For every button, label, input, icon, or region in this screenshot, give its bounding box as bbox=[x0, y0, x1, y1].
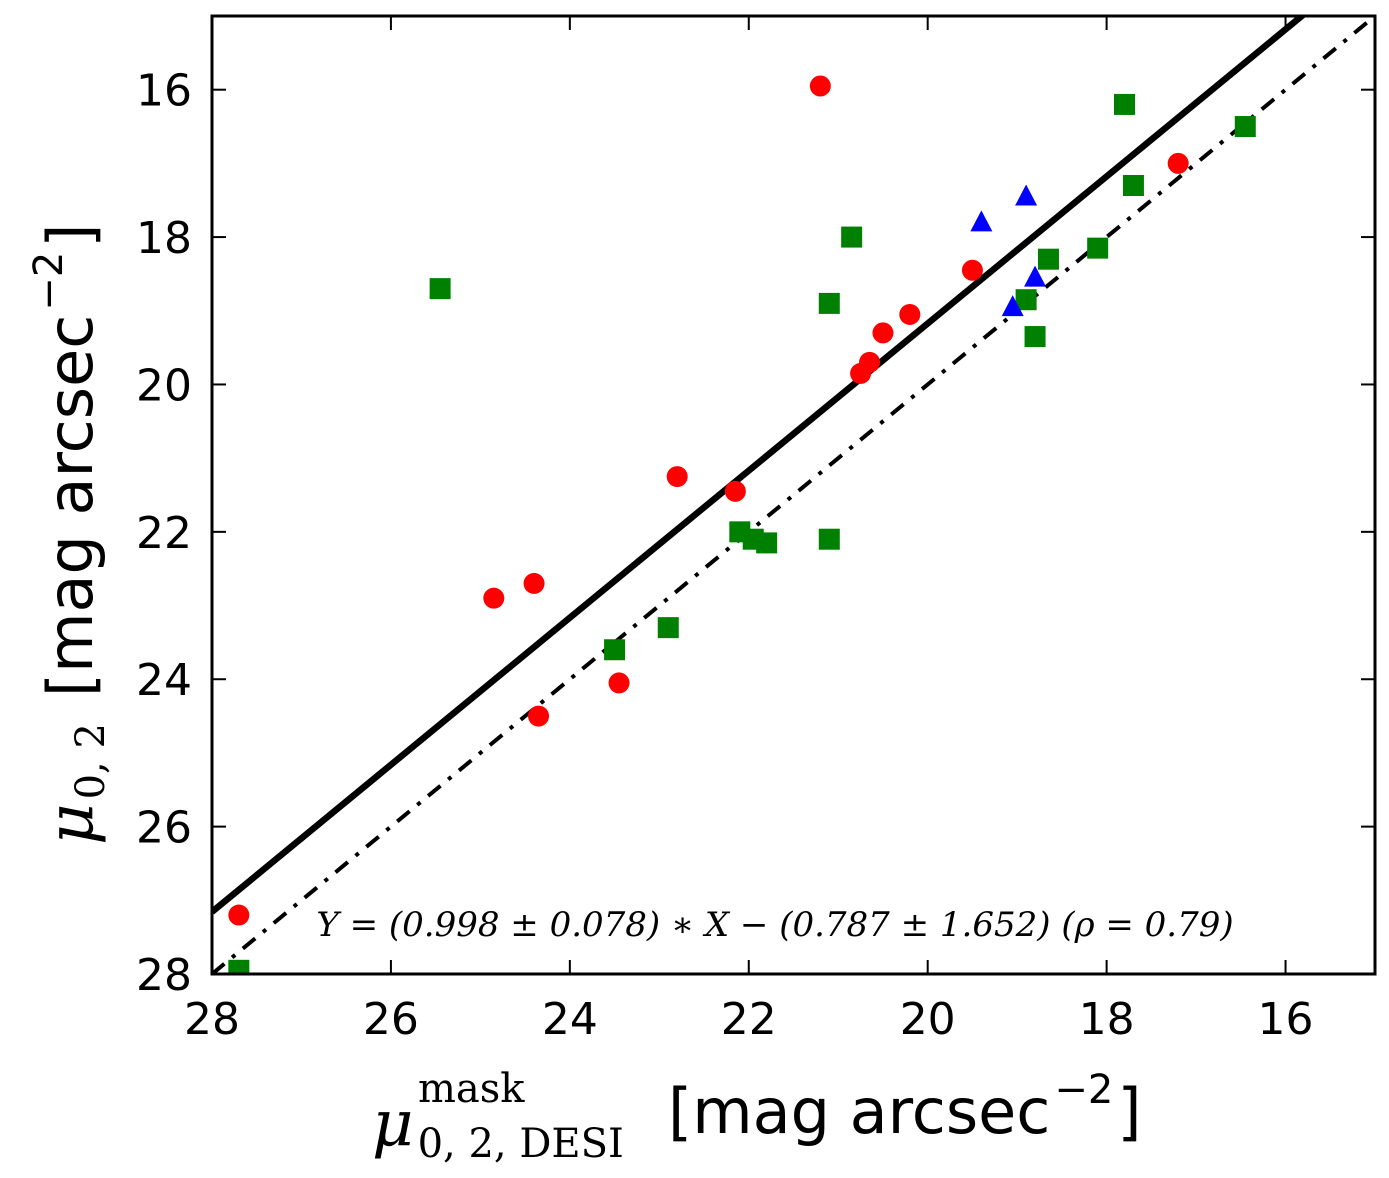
data-point-square bbox=[228, 959, 250, 974]
data-points bbox=[228, 75, 1256, 974]
plot-frame bbox=[210, 14, 1377, 976]
data-point-triangle bbox=[970, 210, 993, 232]
y-axis-label: μ 0, 2 [mag arcsec −2 ] bbox=[26, 224, 114, 845]
fit-annotation: Y = (0.998 ± 0.078) ∗ X − (0.787 ± 1.652… bbox=[316, 905, 1233, 945]
data-point-square bbox=[429, 278, 451, 300]
data-point-square bbox=[818, 292, 840, 314]
identity-line bbox=[212, 16, 1375, 974]
data-point-circle bbox=[666, 466, 688, 488]
data-point-square bbox=[604, 639, 626, 661]
x-tick-label: 26 bbox=[363, 994, 419, 1045]
y-axis-label-symbol: μ bbox=[34, 803, 108, 845]
data-point-square bbox=[756, 532, 778, 554]
y-axis-label-unit: [mag arcsec bbox=[34, 315, 107, 697]
x-tick-label: 28 bbox=[184, 994, 240, 1045]
x-ticks: 28 26 24 22 20 18 16 bbox=[184, 16, 1314, 1045]
data-point-circle bbox=[809, 75, 831, 97]
data-point-circle bbox=[528, 705, 550, 727]
y-axis-label-unit-close: ] bbox=[34, 224, 107, 248]
x-axis-label-unit-close: ] bbox=[1117, 1075, 1141, 1148]
y-tick-label: 24 bbox=[136, 655, 192, 706]
data-point-circle bbox=[872, 322, 894, 344]
x-axis-label-subscript: 0, 2, DESI bbox=[418, 1121, 624, 1167]
y-axis-label-unit-exponent: −2 bbox=[26, 252, 72, 311]
data-point-square bbox=[841, 226, 863, 248]
x-axis-label-symbol: μ bbox=[372, 1087, 414, 1161]
plot-area: 28 26 24 22 20 18 16 16 18 20 22 24 26 28 Y = (0.998… bbox=[136, 14, 1377, 1045]
data-point-circle bbox=[483, 587, 505, 609]
data-point-circle bbox=[850, 362, 872, 384]
y-tick-label: 18 bbox=[136, 213, 192, 264]
svg-text:μ 0, 2, DESI: μ 0, 2, DESI bbox=[372, 1087, 624, 1167]
data-point-square bbox=[1037, 248, 1059, 270]
svg-text:μ 0, 2 [mag arcsec: μ 0, 2 [mag arcsec −2 ] bbox=[26, 224, 114, 845]
data-point-circle bbox=[523, 572, 545, 594]
data-point-circle bbox=[899, 303, 921, 325]
data-point-square bbox=[1122, 174, 1144, 196]
y-tick-label: 22 bbox=[136, 508, 192, 559]
y-ticks: 16 18 20 22 24 26 28 bbox=[136, 66, 1375, 1001]
data-point-circle bbox=[724, 480, 746, 502]
y-axis-label-subscript: 0, 2 bbox=[68, 723, 114, 799]
x-tick-label: 24 bbox=[542, 994, 598, 1045]
data-point-triangle bbox=[1024, 265, 1047, 287]
x-axis-label-unit-exponent: −2 bbox=[1054, 1067, 1113, 1113]
x-tick-label: 16 bbox=[1258, 994, 1314, 1045]
x-axis-label-unit: [mag arcsec bbox=[668, 1075, 1050, 1148]
x-axis-label: μ 0, 2, DESI mask [mag arcsec −2 ] bbox=[372, 1066, 1142, 1167]
x-axis-label-superscript: mask bbox=[418, 1066, 525, 1112]
svg-text:[mag arcsec −2 ]: [mag arcsec −2 ] bbox=[668, 1067, 1142, 1148]
data-point-square bbox=[1114, 93, 1136, 115]
x-tick-label: 20 bbox=[900, 994, 956, 1045]
data-point-circle bbox=[1167, 152, 1189, 174]
y-tick-label: 16 bbox=[136, 66, 192, 117]
y-tick-label: 20 bbox=[136, 360, 192, 411]
data-point-circle bbox=[961, 259, 983, 281]
data-point-circle bbox=[228, 904, 250, 926]
data-point-square bbox=[1024, 326, 1046, 348]
y-tick-label: 28 bbox=[136, 950, 192, 1001]
data-point-square bbox=[1087, 237, 1109, 259]
x-tick-label: 22 bbox=[721, 994, 777, 1045]
data-point-square bbox=[818, 528, 840, 550]
fit-line bbox=[212, 16, 1307, 915]
data-point-square bbox=[1015, 289, 1037, 311]
data-point-triangle bbox=[1001, 295, 1024, 317]
data-point-square bbox=[1234, 116, 1256, 138]
y-tick-label: 26 bbox=[136, 803, 192, 854]
data-point-circle bbox=[608, 672, 630, 694]
data-point-triangle bbox=[1015, 184, 1038, 206]
data-point-square bbox=[657, 617, 679, 639]
x-tick-label: 18 bbox=[1079, 994, 1135, 1045]
